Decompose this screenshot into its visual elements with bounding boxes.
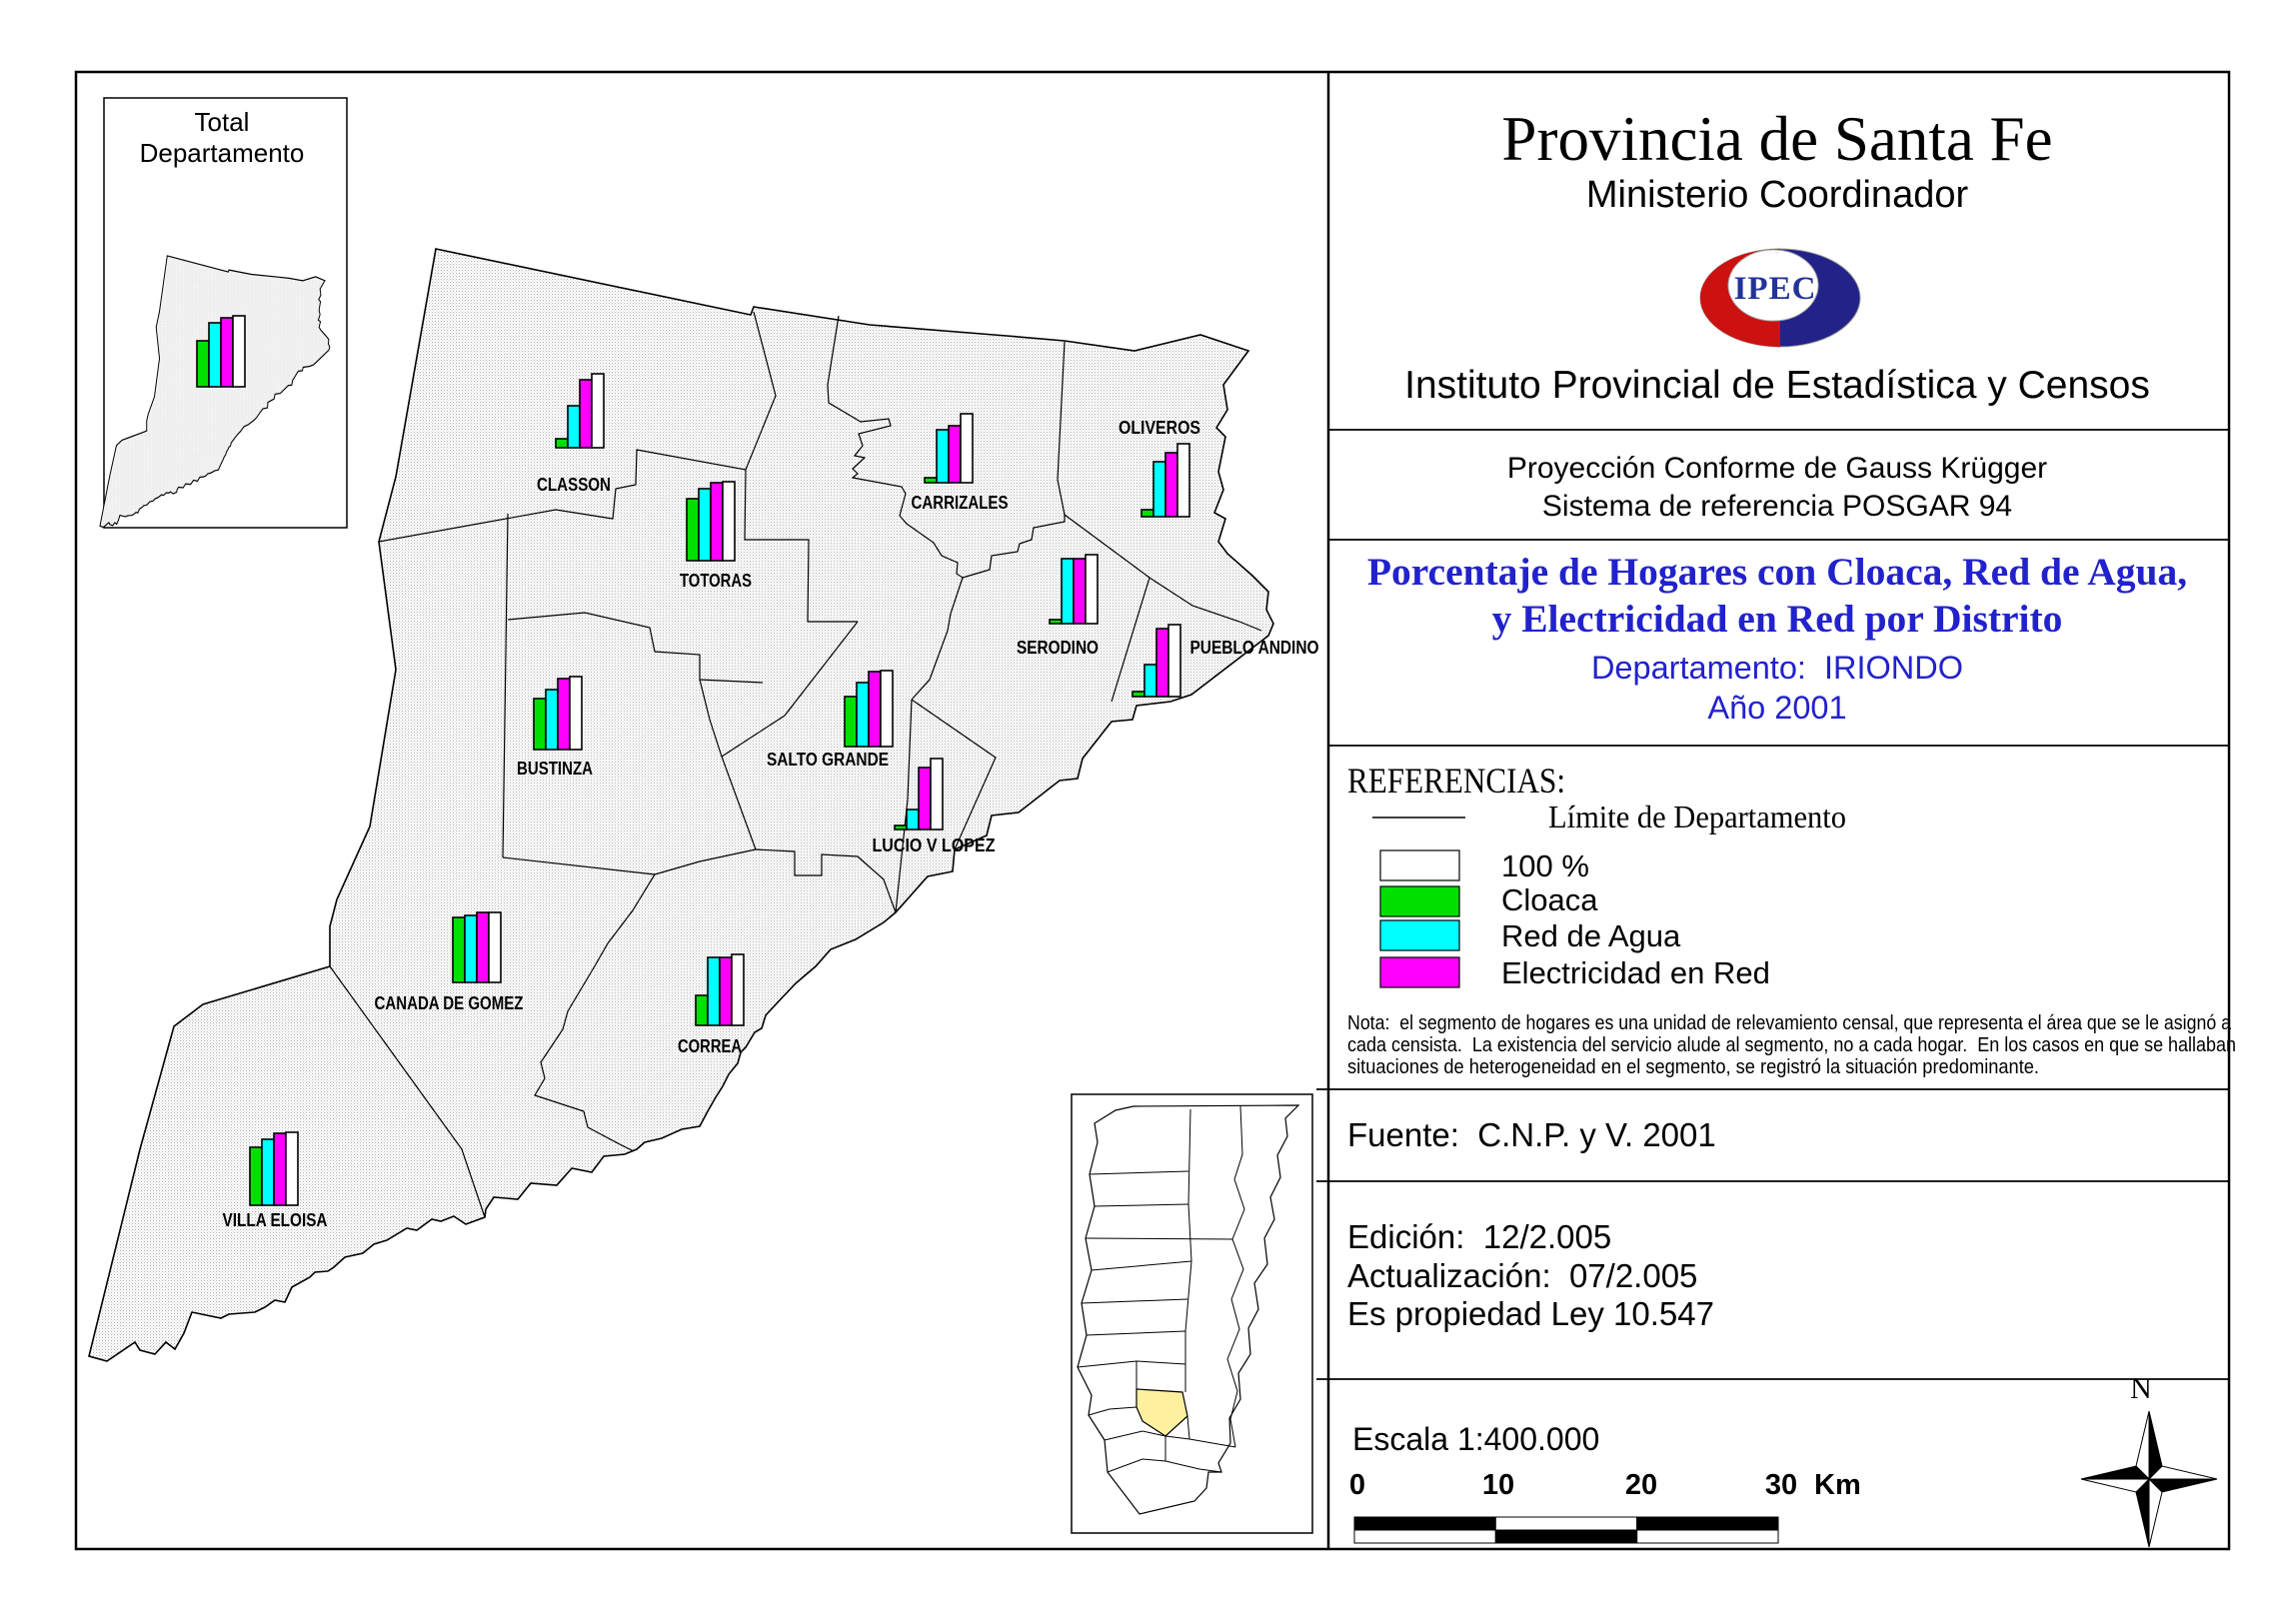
svg-text:Porcentaje de Hogares con Cloa: Porcentaje de Hogares con Cloaca, Red de…	[1367, 550, 2187, 594]
svg-text:30: 30	[1765, 1469, 1797, 1501]
svg-text:SALTO GRANDE: SALTO GRANDE	[767, 750, 889, 770]
svg-text:Año 2001: Año 2001	[1707, 690, 1846, 726]
svg-text:Ministerio Coordinador: Ministerio Coordinador	[1586, 174, 1969, 216]
svg-text:Sistema de referencia POSGAR 9: Sistema de referencia POSGAR 94	[1542, 490, 2012, 523]
svg-text:Proyección Conforme de Gauss K: Proyección Conforme de Gauss Krügger	[1507, 452, 2047, 485]
svg-text:0: 0	[1349, 1469, 1365, 1501]
svg-text:Cloaca: Cloaca	[1501, 882, 1598, 917]
svg-text:Fuente: C.N.P. y V. 2001: Fuente: C.N.P. y V. 2001	[1347, 1116, 1716, 1153]
svg-text:REFERENCIAS:: REFERENCIAS:	[1347, 761, 1565, 801]
svg-text:CLASSON: CLASSON	[537, 475, 611, 495]
svg-text:Escala 1:400.000: Escala 1:400.000	[1352, 1421, 1599, 1457]
svg-text:Provincia de Santa Fe: Provincia de Santa Fe	[1501, 104, 2052, 174]
svg-text:Instituto Provincial de Estadí: Instituto Provincial de Estadística y Ce…	[1404, 364, 2150, 407]
svg-text:PUEBLO ANDINO: PUEBLO ANDINO	[1190, 638, 1319, 658]
svg-text:BUSTINZA: BUSTINZA	[517, 759, 593, 779]
svg-text:cada censista. La existencia: cada censista. La existencia del servici…	[1347, 1034, 2236, 1056]
svg-text:CORREA: CORREA	[678, 1036, 742, 1056]
svg-text:Actualización: 07/2.005: Actualización: 07/2.005	[1347, 1257, 1697, 1294]
svg-text:N: N	[2130, 1372, 2152, 1405]
svg-text:Nota: el segmento de hogares: Nota: el segmento de hogares es una unid…	[1347, 1012, 2232, 1034]
svg-text:Es propiedad Ley 10.547: Es propiedad Ley 10.547	[1347, 1295, 1714, 1332]
svg-text:100 %: 100 %	[1501, 848, 1589, 883]
svg-text:VILLA ELOISA: VILLA ELOISA	[223, 1210, 328, 1230]
svg-text:OLIVEROS: OLIVEROS	[1119, 418, 1200, 438]
svg-text:Departamento: IRIONDO: Departamento: IRIONDO	[1591, 650, 1963, 686]
svg-text:CARRIZALES: CARRIZALES	[912, 493, 1009, 513]
svg-text:20: 20	[1625, 1469, 1657, 1501]
svg-text:Red de Agua: Red de Agua	[1501, 918, 1681, 953]
svg-text:TOTORAS: TOTORAS	[680, 571, 752, 591]
svg-text:Total: Total	[195, 107, 250, 137]
svg-text:Electricidad en Red: Electricidad en Red	[1501, 955, 1770, 990]
svg-text:Límite de Departamento: Límite de Departamento	[1548, 799, 1846, 834]
svg-text:Edición: 12/2.005: Edición: 12/2.005	[1347, 1218, 1611, 1255]
svg-text:LUCIO V LOPEZ: LUCIO V LOPEZ	[873, 835, 996, 855]
svg-text:10: 10	[1482, 1469, 1514, 1501]
svg-text:IPEC: IPEC	[1734, 271, 1817, 307]
svg-text:y Electricidad en Red por Dist: y Electricidad en Red por Distrito	[1492, 597, 2063, 641]
svg-text:Km: Km	[1814, 1469, 1861, 1501]
svg-text:situaciones de heterogeneidad: situaciones de heterogeneidad en el segm…	[1347, 1056, 2039, 1078]
svg-text:SERODINO: SERODINO	[1017, 638, 1099, 658]
svg-text:Departamento: Departamento	[140, 138, 305, 168]
svg-text:CANADA DE GOMEZ: CANADA DE GOMEZ	[375, 993, 524, 1013]
